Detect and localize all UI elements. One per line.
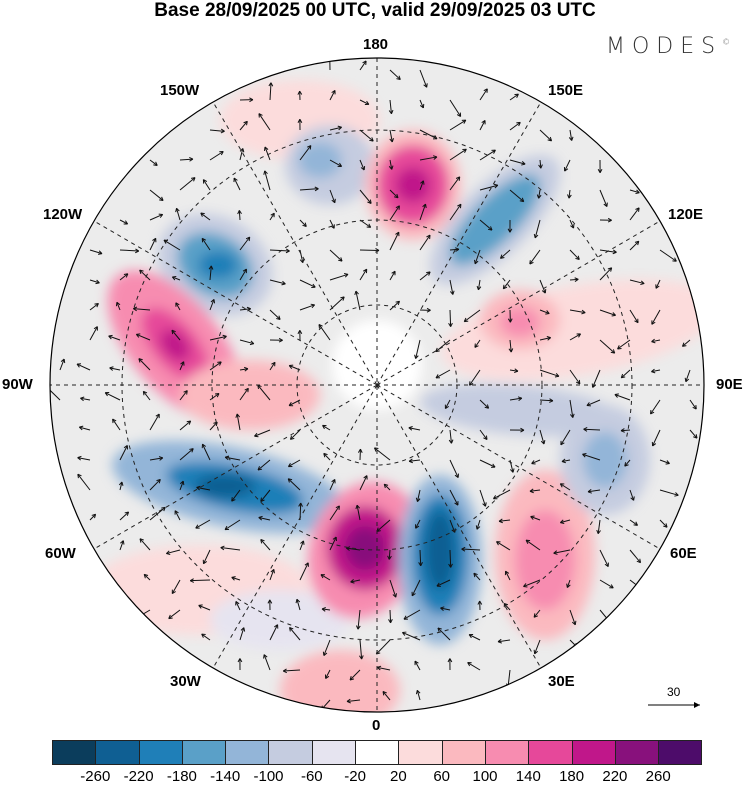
colorbar-tick-label: 20 bbox=[390, 768, 407, 785]
wind-vector-head bbox=[134, 616, 138, 619]
colorbar-box bbox=[313, 741, 356, 764]
wind-vector bbox=[390, 610, 391, 623]
lon-label-90w: 90W bbox=[2, 376, 33, 393]
colorbar-box bbox=[443, 741, 486, 764]
wind-vector bbox=[450, 310, 451, 327]
lon-label-60w: 60W bbox=[45, 545, 76, 562]
colorbar-box bbox=[183, 741, 226, 764]
lon-label-150w: 150W bbox=[160, 82, 199, 99]
colorbar-tick-label: -20 bbox=[344, 768, 366, 785]
lon-label-30w: 30W bbox=[170, 673, 201, 690]
lon-label-120e: 120E bbox=[668, 206, 703, 223]
colorbar-box bbox=[140, 741, 183, 764]
wind-vector bbox=[190, 580, 210, 581]
colorbar bbox=[52, 740, 702, 765]
colorbar-box bbox=[399, 741, 442, 764]
colorbar-tick-label: -220 bbox=[124, 768, 154, 785]
colorbar-box bbox=[616, 741, 659, 764]
colorbar-box bbox=[486, 741, 529, 764]
wind-vector bbox=[450, 550, 451, 567]
lon-label-0: 0 bbox=[372, 717, 380, 734]
lon-label-150e: 150E bbox=[548, 82, 583, 99]
wind-vector-head bbox=[608, 621, 612, 625]
colorbar-tick-label: 220 bbox=[602, 768, 627, 785]
colorbar-tick-label: -180 bbox=[167, 768, 197, 785]
colorbar-box bbox=[96, 741, 139, 764]
colorbar-box bbox=[529, 741, 572, 764]
colorbar-tick-label: -60 bbox=[301, 768, 323, 785]
colorbar-tick-label: -100 bbox=[253, 768, 283, 785]
colorbar-tick-label: -140 bbox=[210, 768, 240, 785]
reference-vector-label: 30 bbox=[667, 685, 680, 699]
colorbar-box bbox=[659, 741, 701, 764]
lon-label-60e: 60E bbox=[670, 545, 697, 562]
colorbar-box bbox=[573, 741, 616, 764]
colorbar-tick-label: 60 bbox=[433, 768, 450, 785]
colorbar-tick-label: 180 bbox=[559, 768, 584, 785]
colorbar-tick-label: 100 bbox=[472, 768, 497, 785]
lon-label-90e: 90E bbox=[716, 376, 743, 393]
lon-label-180: 180 bbox=[363, 36, 388, 53]
lon-label-120w: 120W bbox=[43, 206, 82, 223]
wind-vector-head bbox=[46, 386, 50, 390]
colorbar-box bbox=[269, 741, 312, 764]
wind-vector-head bbox=[328, 55, 332, 59]
colorbar-tick-label: -260 bbox=[80, 768, 110, 785]
colorbar-box bbox=[356, 741, 399, 764]
colorbar-box bbox=[226, 741, 269, 764]
reference-vector-arrowhead bbox=[694, 702, 700, 708]
polar-map bbox=[0, 0, 750, 735]
colorbar-box bbox=[53, 741, 96, 764]
colorbar-ticks: -260 -220 -180 -140 -100 -60 -20 20 60 100 140 180 2… bbox=[0, 768, 750, 784]
colorbar-tick-label: 260 bbox=[646, 768, 671, 785]
colorbar-tick-label: 140 bbox=[516, 768, 541, 785]
lon-label-30e: 30E bbox=[548, 673, 575, 690]
